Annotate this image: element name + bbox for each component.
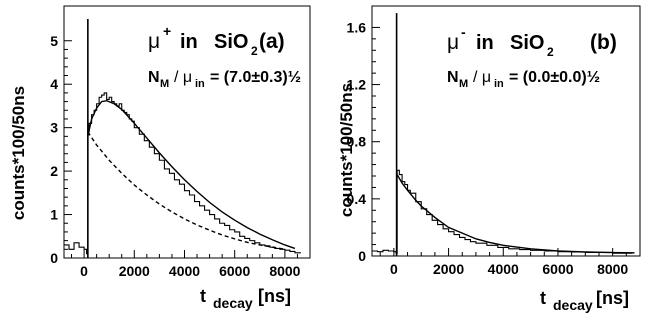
panel-a-frame [63,5,311,259]
panel-a-annotation-n: N [148,69,160,86]
panel-a-y-tick-label: 2 [50,163,58,179]
panel-b-x-tick-label: 6000 [542,261,573,277]
panel-a-annotation-mu-sub: in [195,78,205,90]
panel-b-series-fit-solid [396,174,635,254]
panel-b-title-material-sub: 2 [547,45,554,59]
panel-a-annotation-value: = (7.0±0.3)½ [210,69,301,86]
panel-a-plot-area: 0 1 2 3 4 5 0 2000 4000 6000 8000 [50,5,311,279]
panel-b-annotation-n: N [447,69,459,86]
panel-a-x-axis-unit: [ns] [258,286,291,306]
panel-b-x-tick-label: 4000 [488,261,519,277]
panel-a-annotation-n-sub: M [160,78,169,90]
panel-a-title-material: SiO [214,31,248,53]
panel-a-y-axis-label: counts*100/50ns [9,86,28,220]
panel-a-y-tick-label: 0 [50,250,58,266]
panel-b-y-tick-label: 0.8 [347,134,367,150]
panel-b-annotation-value: = (0.0±0.0)½ [509,69,600,86]
panel-b-x-tick-label: 2000 [433,261,464,277]
panel-a-annotation-slash-mu: / μ [174,69,192,86]
panel-b-annotation-n-sub: M [459,78,468,90]
panel-b: counts*100/50ns 0 0.4 0.8 1.2 1.6 0 2000 4000 60… [337,5,641,313]
panel-a-x-tick-label: 0 [80,263,88,279]
panel-b-annotation-slash-mu: / μ [473,69,491,86]
panel-b-y-tick-label: 1.6 [347,19,367,35]
panel-a-title-charge: + [163,23,171,39]
panel-b-title-material: SiO [510,32,544,54]
panel-a-y-tick-label: 1 [50,207,58,223]
panel-b-x-axis-unit: [ns] [596,288,629,308]
panel-b-title-particle: μ [447,31,459,54]
panel-a-y-tick-label: 4 [50,76,58,92]
panel-b-annotation-mu-sub: in [494,78,504,90]
panel-a-title-material-sub: 2 [251,44,258,58]
panel-a-x-axis-label: t [200,286,206,306]
panel-a-title-particle: μ [148,30,160,53]
panel-a-title-in: in [180,31,198,53]
panel-a-y-tick-label: 5 [50,33,58,49]
panel-a-x-tick-label: 6000 [219,263,250,279]
panel-b-x-axis-label-sub: decay [553,297,593,313]
panel-b-x-axis-label: t [540,288,546,308]
panel-b-x-tick-label: 8000 [597,261,628,277]
panel-b-x-tick-label: 0 [390,261,398,277]
panel-a-x-tick-label: 2000 [119,263,150,279]
panel-a-series-fit-solid [87,99,296,250]
panel-a-y-tick-label: 3 [50,120,58,136]
panel-b-label: (b) [590,31,617,54]
panel-b-plot-area: 0 0.4 0.8 1.2 1.6 0 2000 4000 6000 8000 [347,5,641,277]
panel-b-y-tick-label: 0.4 [347,191,367,207]
panel-b-y-axis-label: counts*100/50ns [337,83,356,217]
panel-b-frame [371,5,641,257]
panel-a-x-tick-label: 4000 [169,263,200,279]
panel-b-y-tick-label: 0 [358,248,366,264]
panel-a-series-step-solid [64,92,301,255]
panel-a-x-axis-label-sub: decay [213,295,253,311]
panel-b-title-charge: - [461,24,466,40]
panel-b-series-step-solid [372,169,633,254]
panel-a-x-tick-label: 8000 [269,263,300,279]
panel-a-label: (a) [259,30,285,53]
panel-b-y-tick-label: 1.2 [347,77,367,93]
panel-b-title-in: in [476,32,494,54]
